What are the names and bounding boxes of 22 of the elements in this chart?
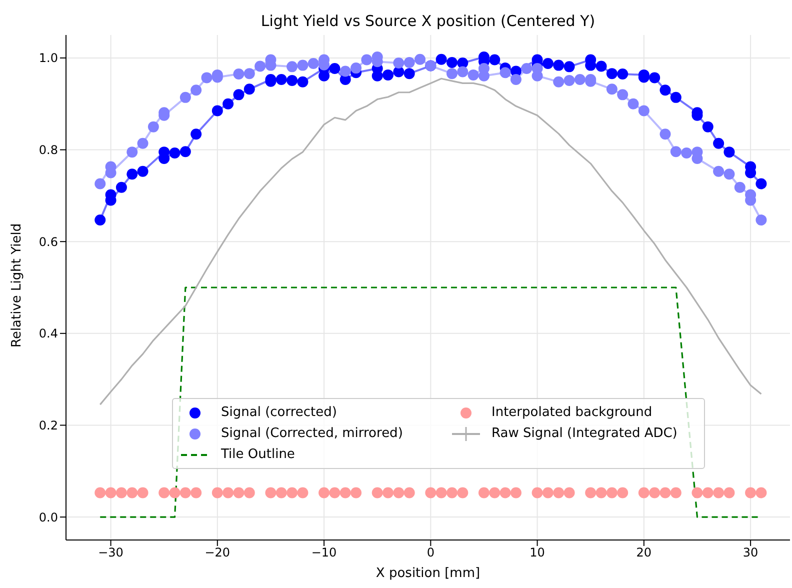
legend-label: Raw Signal (Integrated ADC) xyxy=(492,426,678,441)
y-tick-label: 1.0 xyxy=(38,51,58,66)
y-tick-label: 0.8 xyxy=(38,143,58,158)
y-tick-label: 0.0 xyxy=(38,510,58,524)
x-tick-label: −10 xyxy=(311,546,337,560)
x-tick-label: −20 xyxy=(204,546,230,560)
legend-label: Signal (Corrected, mirrored) xyxy=(221,426,403,441)
x-tick-label: 30 xyxy=(742,546,758,560)
legend-label: Tile Outline xyxy=(221,447,295,462)
line-series xyxy=(99,78,762,406)
y-axis-title: Relative Light Yield xyxy=(10,223,25,348)
y-tick-label: 0.2 xyxy=(38,418,58,432)
legend-label: Interpolated background xyxy=(492,405,652,420)
y-tick-label: 0.6 xyxy=(38,234,58,249)
y-tick-label: 0.4 xyxy=(38,326,58,341)
x-axis-title: X position [mm] xyxy=(376,566,480,581)
x-tick-label: 20 xyxy=(636,546,652,560)
legend-label: Signal (corrected) xyxy=(221,405,337,420)
chart-title: Light Yield vs Source X position (Centered Y) xyxy=(260,12,596,30)
x-tick-label: 10 xyxy=(530,546,545,560)
x-tick-label: −30 xyxy=(98,546,124,560)
x-tick-label: 0 xyxy=(426,546,434,560)
